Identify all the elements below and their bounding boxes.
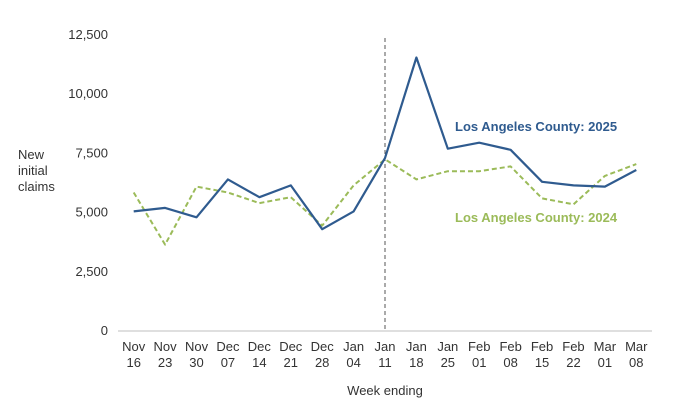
x-tick-label-month: Jan: [375, 339, 396, 354]
x-tick-label-day: 08: [503, 355, 517, 370]
y-tick-labels: 0 2,500 5,000 7,500 10,000 12,500: [68, 27, 108, 338]
x-tick-label-month: Feb: [499, 339, 521, 354]
y-tick-label: 7,500: [75, 145, 108, 160]
x-tick-label-day: 22: [566, 355, 580, 370]
x-tick-label-day: 28: [315, 355, 329, 370]
y-tick-label: 10,000: [68, 86, 108, 101]
y-axis-label-line-3: claims: [18, 179, 55, 194]
y-tick-label: 2,500: [75, 264, 108, 279]
x-tick-label-day: 21: [284, 355, 298, 370]
x-tick-label-month: Jan: [437, 339, 458, 354]
x-tick-label-month: Dec: [311, 339, 335, 354]
x-tick-label-day: 08: [629, 355, 643, 370]
x-tick-label-month: Feb: [531, 339, 553, 354]
y-tick-label: 5,000: [75, 205, 108, 220]
x-tick-label-day: 18: [409, 355, 423, 370]
x-tick-label-day: 01: [472, 355, 486, 370]
x-tick-label-day: 16: [126, 355, 140, 370]
x-tick-label-day: 15: [535, 355, 549, 370]
x-tick-label-day: 07: [221, 355, 235, 370]
x-tick-label-month: Feb: [562, 339, 584, 354]
legend-label-2025: Los Angeles County: 2025: [455, 119, 617, 134]
y-axis-label-line-1: New: [18, 147, 45, 162]
series-layer: [132, 56, 637, 246]
x-tick-label-day: 14: [252, 355, 266, 370]
x-tick-label-month: Dec: [279, 339, 303, 354]
x-tick-label-day: 11: [378, 355, 392, 370]
y-tick-label: 12,500: [68, 27, 108, 42]
x-tick-label-month: Mar: [594, 339, 617, 354]
x-tick-label-month: Mar: [625, 339, 648, 354]
x-tick-label-month: Nov: [122, 339, 146, 354]
y-axis-label-line-2: initial: [18, 163, 48, 178]
x-tick-label-day: 25: [441, 355, 455, 370]
x-tick-label-month: Dec: [248, 339, 272, 354]
x-tick-label-month: Jan: [343, 339, 364, 354]
x-tick-label-month: Nov: [154, 339, 178, 354]
x-tick-label-day: 30: [189, 355, 203, 370]
y-tick-label: 0: [101, 323, 108, 338]
series-line-2025: [133, 56, 637, 231]
y-axis-label: New initial claims: [18, 147, 55, 194]
legend-label-2024: Los Angeles County: 2024: [455, 210, 618, 225]
x-tick-label-day: 23: [158, 355, 172, 370]
x-tick-label-month: Feb: [468, 339, 490, 354]
x-axis-title: Week ending: [347, 383, 423, 398]
x-tick-label-day: 01: [598, 355, 612, 370]
x-tick-label-month: Nov: [185, 339, 209, 354]
x-tick-label-month: Dec: [216, 339, 240, 354]
x-tick-label-month: Jan: [406, 339, 427, 354]
x-tick-labels: Nov16Nov23Nov30Dec07Dec14Dec21Dec28Jan04…: [122, 339, 648, 370]
x-tick-label-day: 04: [346, 355, 360, 370]
